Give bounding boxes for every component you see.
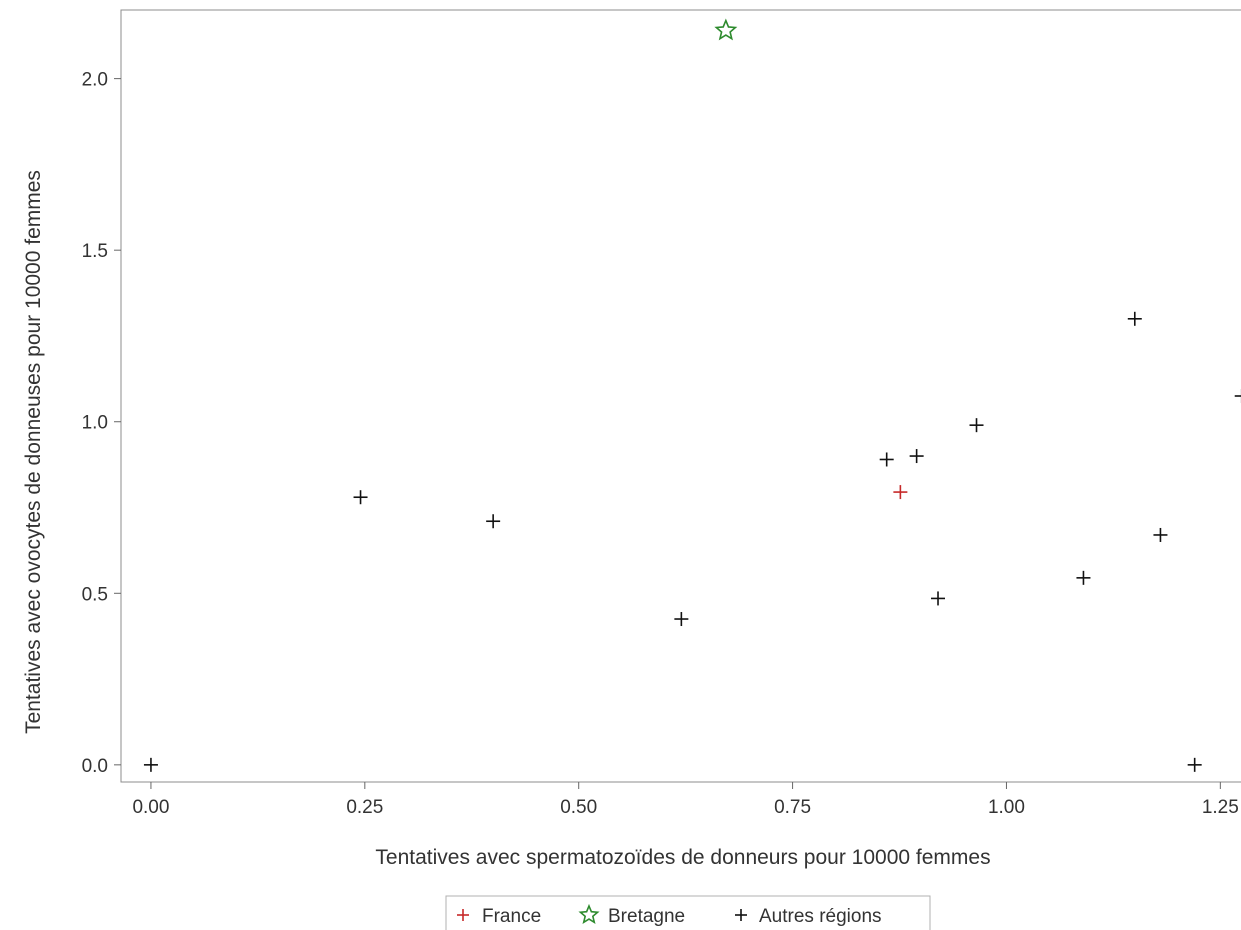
legend-label: Autres régions — [759, 906, 882, 927]
x-tick-label: 0.75 — [774, 797, 811, 818]
data-point — [969, 418, 984, 433]
y-tick-label: 1.5 — [82, 241, 108, 262]
y-axis: 0.0 0.5 1.0 1.5 2.0 — [82, 70, 121, 777]
data-point — [1076, 570, 1091, 585]
x-tick-label: 0.25 — [346, 797, 383, 818]
legend-marker — [457, 909, 469, 921]
x-axis-label: Tentatives avec spermatozoïdes de donneu… — [375, 846, 990, 869]
y-axis-label: Tentatives avec ovocytes de donneuses po… — [22, 170, 45, 734]
data-point — [1127, 311, 1142, 326]
x-tick-label: 0.50 — [560, 797, 597, 818]
data-point — [714, 18, 738, 41]
legend-marker — [735, 909, 747, 921]
y-tick-label: 0.5 — [82, 584, 108, 605]
data-point — [893, 485, 908, 500]
x-tick-label: 1.00 — [988, 797, 1025, 818]
data-point — [931, 591, 946, 606]
data-point — [1153, 527, 1168, 542]
legend: France Bretagne Autres régions — [445, 895, 931, 930]
data-point — [1187, 757, 1202, 772]
x-tick-label: 0.00 — [132, 797, 169, 818]
data-point — [879, 452, 894, 467]
legend-label: France — [482, 906, 541, 927]
legend-label: Bretagne — [608, 906, 685, 927]
x-tick-label: 1.25 — [1202, 797, 1239, 818]
data-point — [486, 514, 501, 529]
data-point — [674, 612, 689, 627]
data-points — [143, 18, 1241, 772]
legend-marker — [578, 903, 600, 924]
y-tick-label: 0.0 — [82, 756, 108, 777]
x-axis: 0.00 0.25 0.50 0.75 1.00 1.25 — [132, 782, 1239, 818]
data-point — [909, 449, 924, 464]
data-point — [353, 490, 368, 505]
y-tick-label: 1.0 — [82, 413, 108, 434]
data-point — [1234, 389, 1241, 403]
legend-frame — [445, 895, 931, 930]
y-tick-label: 2.0 — [82, 70, 108, 91]
data-point — [143, 757, 158, 772]
plot-frame — [120, 9, 1241, 783]
